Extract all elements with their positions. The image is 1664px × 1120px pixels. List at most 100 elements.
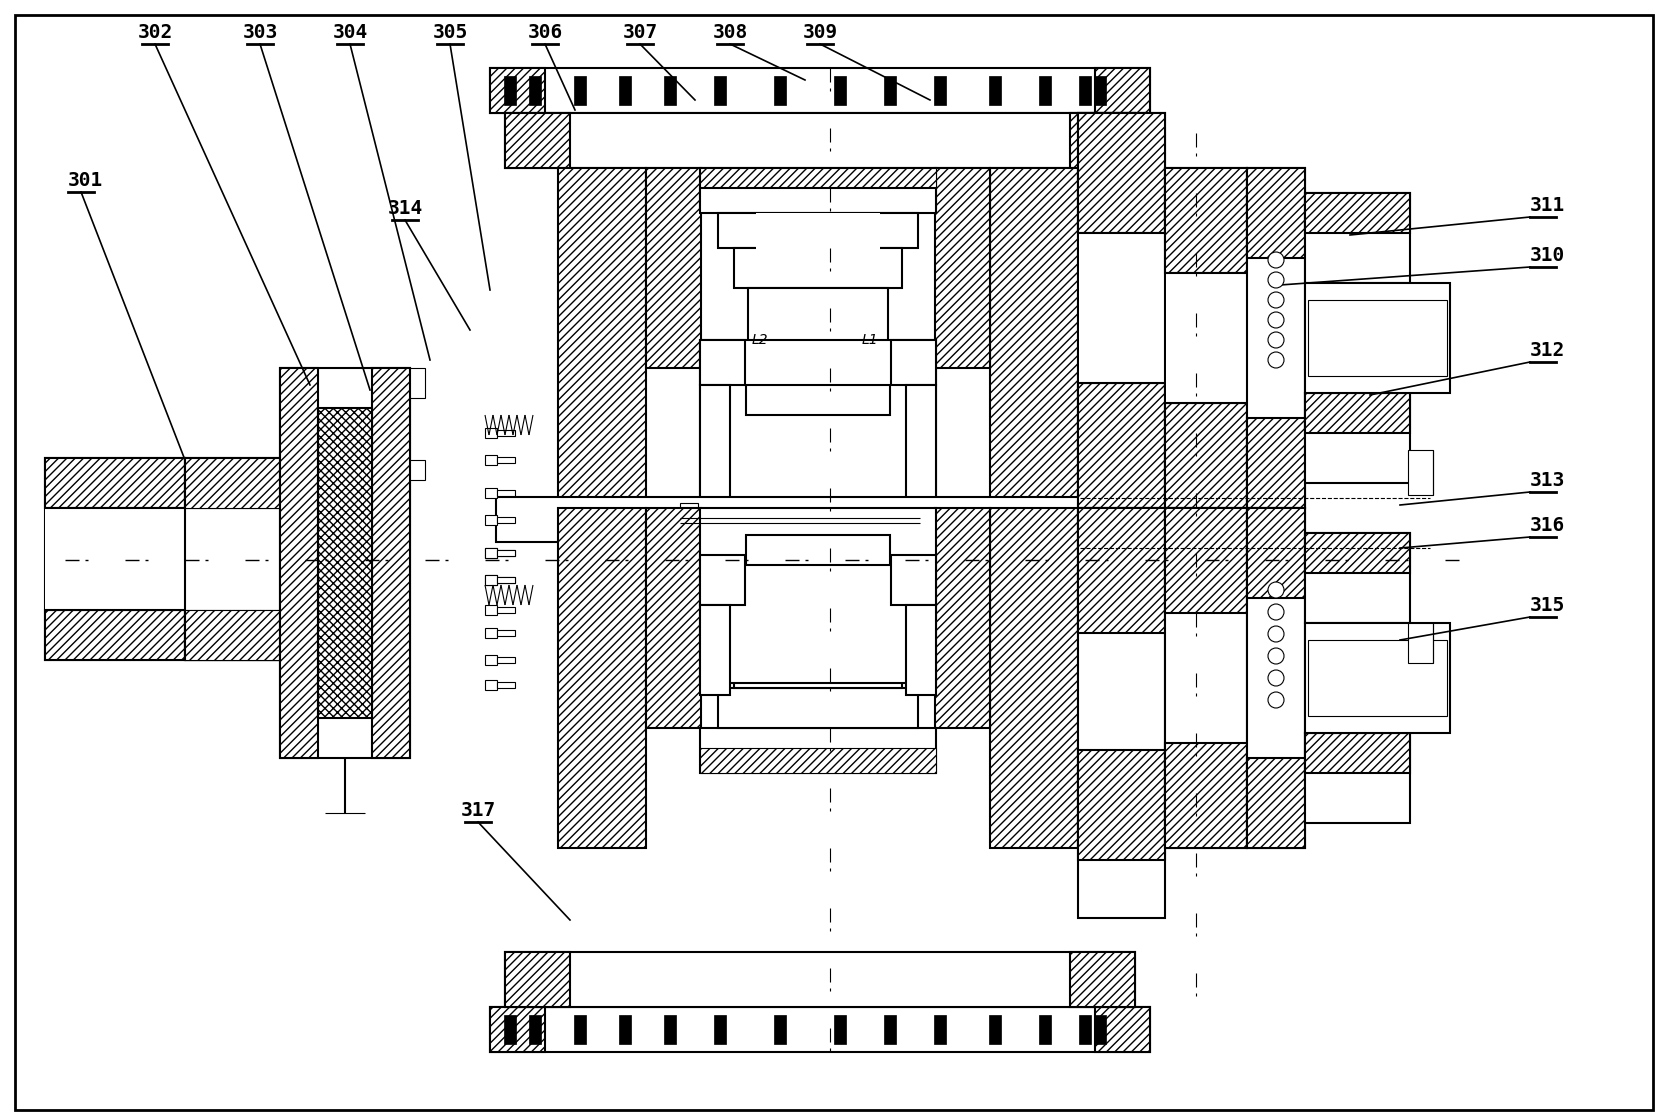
- Bar: [496, 657, 514, 663]
- Bar: [755, 213, 880, 253]
- Bar: [1165, 508, 1246, 848]
- Bar: [1246, 168, 1305, 258]
- Bar: [745, 535, 890, 564]
- Bar: [496, 577, 514, 584]
- Bar: [1308, 300, 1446, 376]
- Bar: [409, 368, 424, 398]
- Bar: [646, 508, 701, 728]
- Bar: [1246, 508, 1305, 598]
- Bar: [1305, 533, 1409, 573]
- Text: 312: 312: [1529, 340, 1564, 360]
- Bar: [1408, 623, 1433, 663]
- Bar: [905, 510, 922, 530]
- Text: 302: 302: [138, 24, 173, 43]
- Bar: [734, 248, 902, 288]
- Bar: [1165, 168, 1246, 508]
- Bar: [834, 76, 845, 105]
- Bar: [774, 1015, 785, 1044]
- Bar: [489, 68, 544, 113]
- Bar: [1305, 193, 1409, 233]
- Bar: [1077, 750, 1165, 860]
- Bar: [496, 550, 514, 556]
- Text: 311: 311: [1529, 196, 1564, 215]
- Bar: [890, 556, 935, 605]
- Bar: [280, 368, 409, 758]
- Circle shape: [1268, 648, 1283, 664]
- Bar: [484, 488, 496, 498]
- Bar: [714, 1015, 726, 1044]
- Bar: [1077, 383, 1165, 508]
- Bar: [679, 503, 697, 533]
- Bar: [574, 76, 586, 105]
- Circle shape: [1268, 692, 1283, 708]
- Bar: [1305, 193, 1409, 283]
- Bar: [557, 168, 646, 508]
- Text: 315: 315: [1529, 596, 1564, 615]
- Bar: [185, 610, 389, 660]
- Bar: [664, 76, 676, 105]
- Bar: [714, 76, 726, 105]
- Circle shape: [1268, 252, 1283, 268]
- Bar: [1070, 952, 1135, 1007]
- Bar: [484, 515, 496, 525]
- Bar: [496, 682, 514, 688]
- Bar: [1093, 1015, 1105, 1044]
- Bar: [699, 728, 935, 773]
- Bar: [988, 76, 1000, 105]
- Bar: [496, 607, 514, 613]
- Bar: [574, 1015, 586, 1044]
- Bar: [484, 455, 496, 465]
- Bar: [1305, 732, 1409, 823]
- Bar: [1408, 450, 1433, 495]
- Bar: [504, 76, 516, 105]
- Circle shape: [1268, 352, 1283, 368]
- Bar: [496, 631, 514, 636]
- Bar: [774, 76, 785, 105]
- Bar: [1305, 732, 1409, 773]
- Bar: [699, 556, 744, 605]
- Bar: [409, 460, 424, 480]
- Bar: [1077, 508, 1165, 633]
- Text: 310: 310: [1529, 246, 1564, 265]
- Bar: [699, 748, 935, 773]
- Bar: [890, 340, 935, 385]
- Bar: [496, 491, 514, 496]
- Bar: [1246, 418, 1305, 508]
- Bar: [905, 605, 935, 696]
- Bar: [988, 1015, 1000, 1044]
- Bar: [935, 508, 990, 728]
- Circle shape: [1268, 312, 1283, 328]
- Bar: [504, 1015, 516, 1044]
- Bar: [496, 517, 514, 523]
- Bar: [934, 1015, 945, 1044]
- Bar: [1165, 168, 1246, 273]
- Bar: [45, 458, 185, 660]
- Bar: [935, 168, 990, 368]
- Bar: [529, 76, 541, 105]
- Bar: [185, 458, 389, 508]
- Bar: [1305, 393, 1409, 483]
- Bar: [905, 385, 935, 505]
- Text: 309: 309: [802, 24, 837, 43]
- Bar: [371, 368, 409, 758]
- Bar: [697, 510, 702, 525]
- Bar: [45, 458, 185, 508]
- Bar: [717, 213, 917, 248]
- Text: 313: 313: [1529, 472, 1564, 491]
- Bar: [280, 368, 318, 758]
- Bar: [185, 458, 389, 660]
- Bar: [529, 1015, 541, 1044]
- Bar: [1077, 508, 1165, 918]
- Bar: [489, 1007, 544, 1052]
- Bar: [747, 568, 887, 648]
- Text: 317: 317: [461, 801, 496, 820]
- Bar: [699, 188, 935, 213]
- Circle shape: [1268, 272, 1283, 288]
- Bar: [1077, 113, 1165, 233]
- Bar: [489, 1007, 1150, 1052]
- Bar: [884, 76, 895, 105]
- Bar: [45, 610, 185, 660]
- Text: 305: 305: [433, 24, 468, 43]
- Bar: [619, 1015, 631, 1044]
- Bar: [1095, 1007, 1150, 1052]
